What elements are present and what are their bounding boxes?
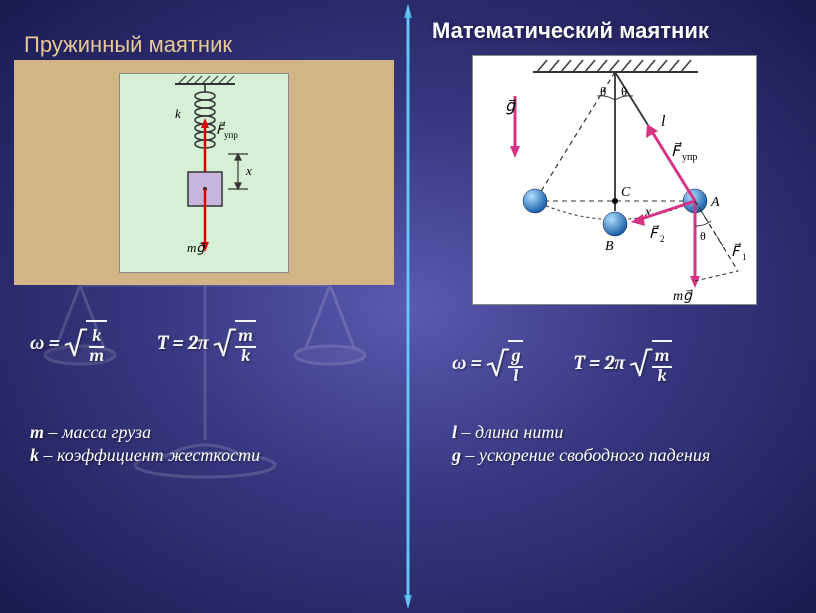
svg-text:θ: θ [700,229,706,243]
spring-definitions: m – масса груза k – коэффициент жесткост… [30,420,260,468]
math-title: Математический маятник [432,18,709,44]
svg-text:A: A [710,195,720,210]
spring-title: Пружинный маятник [24,32,232,58]
math-pendulum-panel: Математический маятник [412,0,816,613]
svg-text:mg⃗: mg⃗ [187,240,206,255]
svg-text:θ: θ [621,84,627,99]
svg-text:θ: θ [600,84,606,99]
vertical-divider-arrow [404,4,412,609]
svg-text:l: l [661,113,666,130]
svg-text:k: k [175,106,181,121]
svg-text:F⃗: F⃗ [731,242,741,260]
svg-text:F⃗: F⃗ [649,224,659,242]
period-symbol: T [157,331,168,354]
svg-text:F⃗: F⃗ [671,141,683,160]
svg-text:C: C [621,185,631,200]
svg-text:2: 2 [660,234,665,244]
svg-text:g⃗: g⃗ [505,98,517,115]
svg-text:упр: упр [682,152,697,163]
math-definitions: l – длина нити g – ускорение свободного … [452,420,710,468]
spring-pendulum-diagram: k F⃗ упр x mg⃗ [119,73,289,273]
spring-period-formula: T= 2π √mk [157,320,256,366]
svg-text:mg⃗: mg⃗ [673,289,693,304]
svg-text:B: B [605,239,614,254]
svg-text:1: 1 [742,252,747,262]
spring-formula-row: ω= √km T= 2π √mk [30,320,256,366]
math-pendulum-diagram: θ θ l g⃗ C x B A [472,55,757,305]
svg-text:упр: упр [224,130,238,140]
spring-pendulum-panel: Пружинный маятник [0,0,404,613]
spring-omega-formula: ω= √km [30,320,107,366]
math-formula-row: ω= √gl T= 2π √mk [452,340,672,386]
math-period-formula: T= 2π √mk [573,340,672,386]
omega-symbol: ω [30,331,44,355]
spring-figure-frame: k F⃗ упр x mg⃗ [14,60,394,285]
math-omega-formula: ω= √gl [452,340,523,386]
svg-text:x: x [245,163,252,178]
